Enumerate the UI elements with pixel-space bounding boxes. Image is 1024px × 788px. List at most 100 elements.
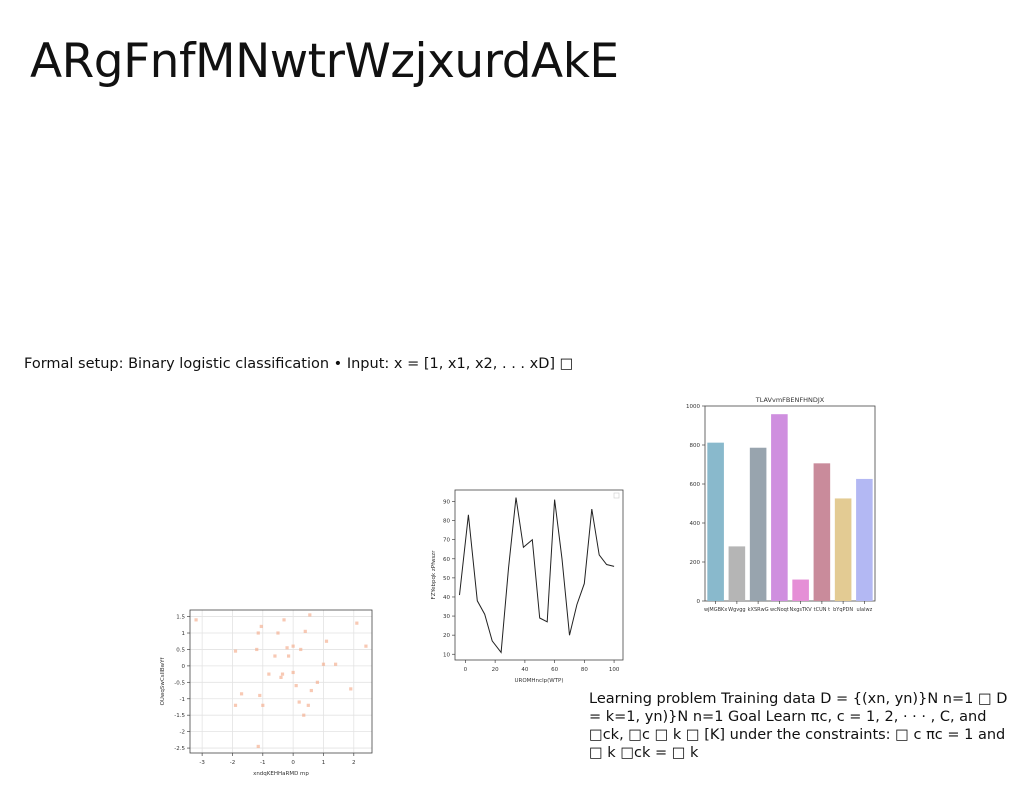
scatter-point — [308, 613, 311, 616]
scatter-point — [364, 645, 367, 648]
scatter-chart: -3 -2 -1 0 1 2 -2.5 -2 -1.5 -1 -0.5 0 0.5 1 1.5 xndqKEH… — [150, 600, 390, 770]
scatter-point — [322, 663, 325, 666]
x-tick-label: 20 — [492, 667, 499, 673]
x-tick-label: tCUN t — [814, 607, 830, 613]
bar-chart: TLAVvmFBENFHNDJX 0 200 400 600 800 1000 wjMGBKx… — [680, 392, 885, 622]
y-tick-label: -0.5 — [174, 680, 185, 686]
scatter-point — [257, 745, 260, 748]
bar — [814, 463, 831, 601]
scatter-point — [325, 640, 328, 643]
series-line — [460, 498, 615, 653]
scatter-point — [292, 671, 295, 674]
x-tick-label: -3 — [199, 760, 205, 766]
bar — [771, 414, 788, 601]
scatter-point — [334, 663, 337, 666]
y-tick-label: 40 — [443, 595, 450, 601]
scatter-point — [307, 704, 310, 707]
scatter-point — [299, 648, 302, 651]
bar — [835, 498, 852, 601]
x-tick-label: NxgsTKV — [790, 607, 813, 613]
y-tick-label: 0 — [182, 664, 186, 670]
scatter-point — [298, 700, 301, 703]
x-tick-label: 0 — [464, 667, 468, 673]
x-tick-label: 0 — [291, 760, 295, 766]
scatter-point — [295, 684, 298, 687]
scatter-point — [349, 687, 352, 690]
bar — [729, 546, 746, 601]
scatter-point — [255, 648, 258, 651]
chart-title: TLAVvmFBENFHNDJX — [755, 396, 825, 404]
y-tick-label: 50 — [443, 576, 450, 582]
scatter-point — [240, 692, 243, 695]
setup-text: Formal setup: Binary logistic classifica… — [24, 354, 573, 374]
x-tick-label: -2 — [230, 760, 235, 766]
line-chart: 0 20 40 60 80 100 10 20 30 40 50 60 70 80 90 UROMHnclp(… — [425, 485, 630, 685]
bar — [856, 479, 873, 601]
x-tick-label: 60 — [551, 667, 558, 673]
x-tick-label: 80 — [581, 667, 588, 673]
scatter-point — [285, 646, 288, 649]
slide-title: ARgFnfMNwtrWzjxurdAkE — [30, 32, 619, 92]
scatter-point — [310, 689, 313, 692]
y-axis-label: OUwqSwCsIIBwYf — [160, 657, 166, 706]
x-tick-label: wjMGBKx — [704, 607, 727, 613]
bar — [707, 443, 724, 601]
x-tick-label: wcNoqt — [770, 607, 789, 613]
y-tick-label: 1000 — [686, 404, 700, 410]
scatter-point — [267, 673, 270, 676]
x-tick-label: 100 — [609, 667, 620, 673]
x-axis-label: xndqKEHHaRMD mp — [253, 771, 309, 777]
y-tick-label: 200 — [690, 560, 701, 566]
scatter-point — [287, 654, 290, 657]
y-axis-label: FZYebpqk zPfwszr — [431, 550, 437, 600]
x-axis-label: UROMHnclp(WTP) — [515, 678, 564, 684]
y-tick-label: -2 — [180, 730, 185, 736]
x-tick-label: 1 — [322, 760, 326, 766]
scatter-point — [257, 631, 260, 634]
plot-frame — [455, 490, 623, 660]
scatter-point — [261, 704, 264, 707]
scatter-point — [304, 630, 307, 633]
y-tick-label: 70 — [443, 538, 450, 544]
x-tick-label: 2 — [352, 760, 356, 766]
y-tick-label: 1.5 — [176, 615, 185, 621]
scatter-point — [273, 654, 276, 657]
y-tick-label: 30 — [443, 614, 450, 620]
y-tick-label: 800 — [690, 443, 701, 449]
y-tick-label: 60 — [443, 557, 450, 563]
scatter-point — [260, 625, 263, 628]
scatter-point — [276, 631, 279, 634]
y-tick-label: -1.5 — [174, 713, 185, 719]
legend-box — [614, 493, 619, 498]
scatter-point — [292, 645, 295, 648]
y-tick-label: 80 — [443, 519, 450, 525]
x-tick-label: -1 — [260, 760, 265, 766]
scatter-point — [234, 649, 237, 652]
bar — [750, 448, 767, 601]
x-tick-label: 40 — [521, 667, 528, 673]
scatter-point — [302, 714, 305, 717]
x-tick-label: bYqPDN — [833, 607, 853, 613]
y-tick-label: 1 — [182, 631, 186, 637]
y-tick-label: 600 — [690, 482, 701, 488]
bar — [792, 580, 809, 601]
y-tick-label: 0 — [697, 599, 701, 605]
scatter-point — [316, 681, 319, 684]
scatter-point — [194, 618, 197, 621]
x-tick-label: ulalwz — [857, 607, 873, 613]
scatter-point — [281, 673, 284, 676]
y-tick-label: -1 — [180, 697, 185, 703]
x-tick-label: kXSRwG — [748, 607, 769, 613]
scatter-point — [258, 694, 261, 697]
y-tick-label: 90 — [443, 499, 450, 505]
scatter-point — [234, 704, 237, 707]
y-tick-label: -2.5 — [174, 746, 185, 752]
scatter-point — [279, 676, 282, 679]
scatter-point — [282, 618, 285, 621]
x-tick-label: Wgvgg — [728, 607, 745, 613]
scatter-point — [355, 622, 358, 625]
y-tick-label: 0.5 — [176, 647, 185, 653]
learning-problem-text: Learning problem Training data D = {(xn,… — [589, 690, 1009, 762]
y-tick-label: 400 — [690, 521, 701, 527]
y-tick-label: 10 — [443, 652, 450, 658]
